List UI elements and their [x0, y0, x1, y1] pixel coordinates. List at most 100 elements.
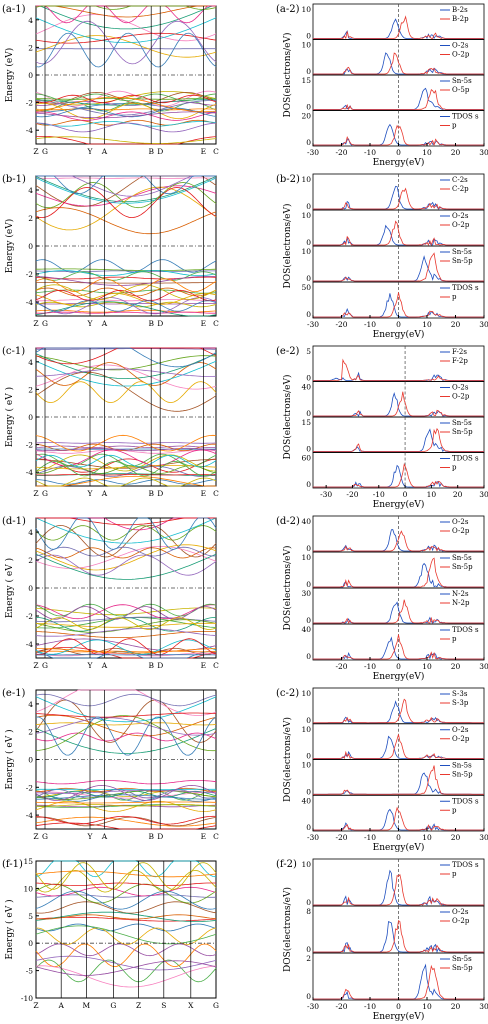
y-tick-label: 4: [28, 700, 33, 709]
band-line: [35, 816, 217, 827]
band-line: [35, 442, 217, 444]
panel-label: (f-2): [276, 859, 297, 870]
y-tick-label: 0: [306, 202, 311, 211]
band-line: [35, 712, 217, 718]
dos-subplot: 0 40 TDOS sp: [301, 794, 485, 832]
y-tick-label: 0: [28, 756, 33, 765]
band-line: [35, 525, 217, 541]
band-line: [35, 652, 217, 657]
x-tick-label: 30: [479, 662, 488, 671]
band-line: [35, 5, 217, 10]
dos-subplot: 0 10 O-2sO-2p: [301, 209, 485, 247]
legend-label: O-2p: [452, 393, 470, 401]
legend-label: TDOS s: [452, 797, 479, 805]
legend-label: TDOS s: [452, 861, 479, 869]
band-line: [35, 804, 217, 807]
band-line: [35, 789, 217, 794]
p-series-line: [313, 873, 484, 906]
x-tick-label: 10: [422, 1002, 432, 1011]
band-line: [35, 728, 217, 754]
y-tick-label: -2: [26, 441, 34, 450]
band-line: [35, 299, 216, 302]
kpoint-label: X: [188, 1001, 194, 1010]
y-tick-label: 10: [301, 247, 311, 256]
x-axis-title: Energy(eV): [373, 671, 425, 682]
dos-subplot: 0 10 TDOS sp: [301, 858, 485, 907]
band-panel: (e-1) Z G Y A B D E C -4 -2 0 2 4 Energy ( eV ): [2, 688, 219, 841]
band-line: [35, 20, 217, 65]
p-series-line: [313, 52, 484, 75]
band-line: [35, 965, 217, 988]
y-axis-title: DOS(electrons/eV): [282, 546, 293, 631]
kpoint-label: Y: [87, 489, 94, 498]
band-line: [36, 270, 216, 272]
band-line: [35, 176, 217, 203]
kpoint-label: A: [101, 661, 108, 670]
p-series-line: [313, 89, 484, 111]
band-line: [35, 270, 217, 276]
band-line: [35, 289, 217, 294]
legend-label: Sn-5s: [452, 955, 472, 963]
band-line: [35, 454, 217, 468]
y-tick-label: 0: [306, 32, 311, 41]
kpoint-label: G: [213, 1001, 219, 1010]
x-tick-label: 0: [396, 148, 401, 157]
p-series-line: [313, 427, 484, 452]
y-tick-label: -2: [26, 99, 34, 108]
band-line: [35, 546, 217, 569]
x-tick-label: 30: [479, 320, 488, 329]
band-line: [35, 886, 217, 897]
y-tick-label: 0: [306, 409, 311, 418]
legend-label: TDOS s: [452, 284, 479, 292]
y-tick-label: 0: [306, 652, 311, 661]
y-tick-label: 10: [23, 884, 33, 893]
band-line: [35, 639, 217, 655]
x-tick-label: 0: [396, 1002, 401, 1011]
band-line: [36, 517, 216, 531]
band-line: [35, 284, 217, 300]
y-tick-label: 0: [306, 310, 311, 319]
y-axis-title: Energy (eV): [4, 48, 15, 103]
band-line: [35, 276, 217, 286]
y-tick-label: 10: [301, 860, 311, 869]
band-line: [35, 35, 217, 58]
kpoint-label: Z: [33, 661, 38, 670]
x-tick-label: -30: [307, 320, 319, 329]
panel-label: (f-1): [2, 859, 23, 870]
band-line: [35, 278, 217, 293]
band-line: [35, 651, 217, 659]
legend-label: O-2s: [452, 908, 469, 916]
x-tick-label: -30: [307, 1002, 319, 1011]
kpoint-label: C: [213, 832, 219, 841]
band-line: [35, 693, 217, 707]
band-line: [35, 136, 217, 145]
band-line: [35, 722, 217, 726]
band-panel: (d-1) Z G Y A B D E C -4 -2 0 2 4 Energy ( eV ): [2, 516, 219, 670]
band-line: [36, 5, 216, 24]
y-tick-label: -4: [26, 468, 34, 477]
legend-label: O-2s: [452, 212, 469, 220]
band-line: [35, 187, 217, 219]
p-series-line: [313, 734, 484, 760]
legend-label: TDOS s: [452, 455, 479, 463]
band-line: [35, 364, 217, 390]
kpoint-label: C: [213, 489, 219, 498]
band-line: [35, 784, 217, 801]
legend-label: Sn-5p: [452, 964, 473, 972]
panel-label: (e-1): [2, 688, 26, 699]
x-tick-label: 10: [427, 490, 437, 499]
plot-frame: [35, 860, 217, 999]
band-line: [35, 477, 217, 487]
band-line: [35, 815, 217, 825]
legend-label: O-2s: [452, 726, 469, 734]
band-line: [36, 787, 217, 792]
x-tick-label: 30: [479, 1002, 488, 1011]
y-tick-label: 10: [301, 5, 311, 14]
band-line: [35, 517, 217, 544]
band-line: [35, 517, 217, 550]
band-line: [36, 5, 216, 18]
y-tick-label: 40: [301, 796, 311, 805]
kpoint-label: B: [148, 832, 154, 841]
y-tick-label: 0: [306, 716, 311, 725]
